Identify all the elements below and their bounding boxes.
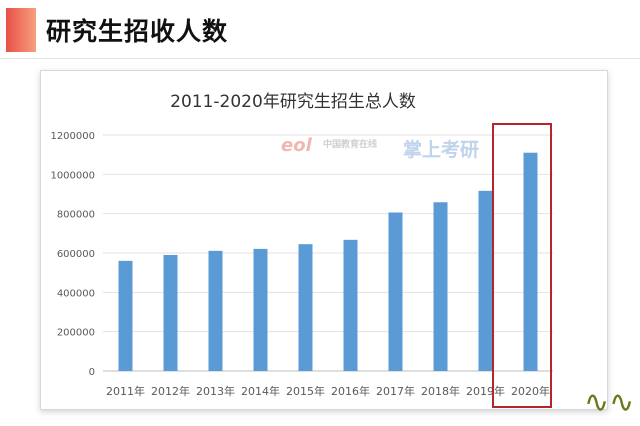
x-tick-label: 2015年 [286, 384, 325, 398]
bar-2016年 [343, 239, 358, 371]
y-tick-label: 800000 [57, 210, 95, 221]
chart-title: 2011-2020年研究生招生总人数 [170, 92, 416, 112]
y-axis-ticks: 0 200000 400000 600000 800000 1000000 1200000 [50, 131, 95, 378]
x-tick-label: 2018年 [421, 384, 460, 398]
y-tick-label: 200000 [57, 328, 95, 339]
bar-2012年 [163, 254, 178, 371]
bar-2013年 [208, 250, 223, 371]
chart-frame: 2011-2020年研究生招生总人数 0 200000 400000 600000 80… [40, 70, 608, 410]
x-tick-label: 2020年 [511, 384, 550, 398]
bar-2018年 [433, 202, 448, 371]
x-tick-label: 2017年 [376, 384, 415, 398]
y-tick-label: 1200000 [50, 131, 95, 142]
bar-2011年 [118, 260, 133, 371]
x-tick-label: 2013年 [196, 384, 235, 398]
y-tick-label: 400000 [57, 288, 95, 299]
title-accent-bar [6, 8, 36, 52]
wave-icon: ∿∿ [584, 385, 635, 420]
bar-2014年 [253, 248, 268, 371]
bar-2020年 [523, 152, 538, 371]
x-tick-label: 2012年 [151, 384, 190, 398]
bar-2015年 [298, 244, 313, 371]
bar-chart: 2011-2020年研究生招生总人数 0 200000 400000 600000 80… [50, 92, 553, 398]
x-tick-label: 2019年 [466, 384, 505, 398]
x-tick-label: 2011年 [106, 384, 145, 398]
y-tick-label: 1000000 [50, 170, 95, 181]
bar-2017年 [388, 212, 403, 371]
header-divider [0, 58, 640, 59]
x-tick-label: 2014年 [241, 384, 280, 398]
y-tick-label: 0 [89, 367, 95, 378]
gridlines [103, 134, 553, 372]
bar-2019年 [478, 190, 493, 371]
highlight-box-2020 [492, 123, 552, 408]
slide-title: 研究生招收人数 [46, 17, 229, 46]
x-axis-ticks: 2011年 2012年 2013年 2014年 2015年 2016年 2017年 2018年… [106, 384, 550, 398]
bars [118, 152, 538, 371]
y-tick-label: 600000 [57, 249, 95, 260]
x-tick-label: 2016年 [331, 384, 370, 398]
